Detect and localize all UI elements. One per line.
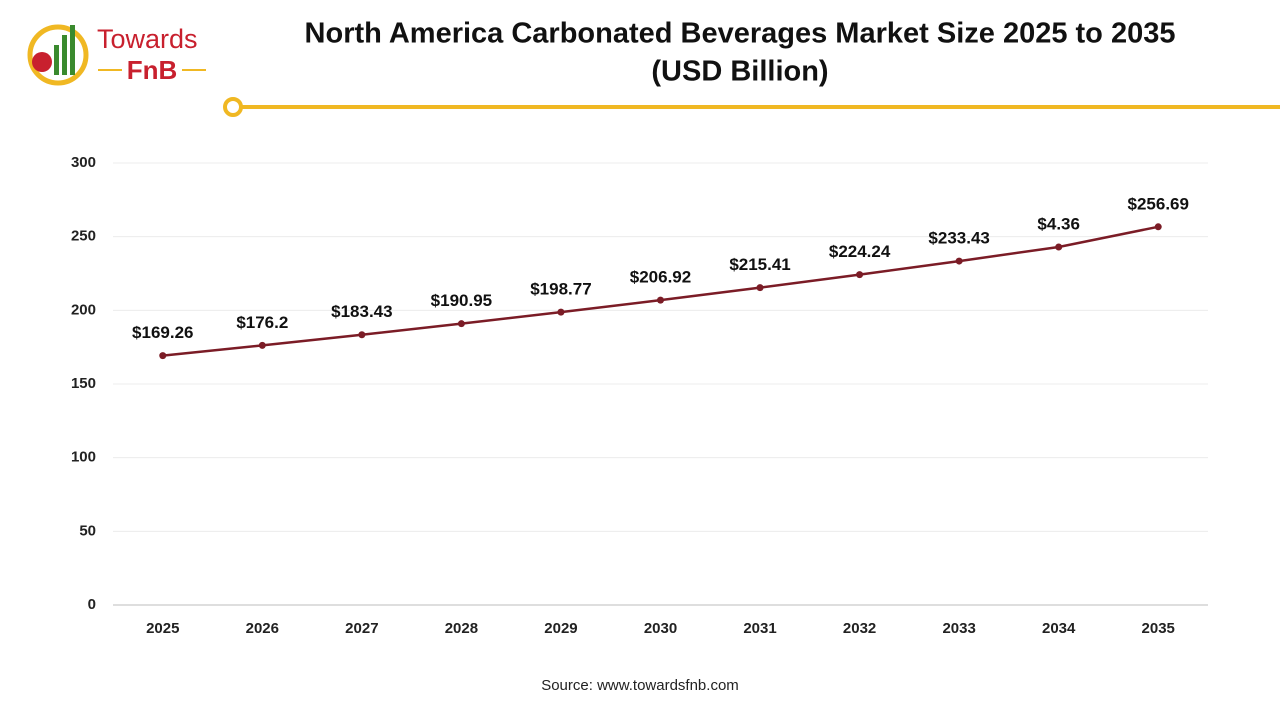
logo-bar [70, 25, 75, 75]
chart-title: North America Carbonated Beverages Marke… [305, 18, 1176, 50]
logo-bar [62, 35, 67, 75]
data-label: $233.43 [928, 229, 989, 248]
header-dot [223, 97, 243, 117]
data-label: $256.69 [1128, 194, 1189, 213]
data-label: $206.92 [630, 268, 691, 287]
data-label: $176.2 [236, 313, 288, 332]
x-tick-label: 2028 [445, 620, 478, 637]
x-tick-label: 2034 [1042, 620, 1076, 637]
data-label: $190.95 [431, 291, 492, 310]
x-tick-label: 2031 [743, 620, 776, 637]
point [557, 308, 565, 316]
point [159, 352, 167, 360]
y-tick-label: 150 [71, 375, 96, 392]
point [657, 296, 664, 304]
x-tick-label: 2033 [942, 620, 975, 637]
point [457, 320, 465, 328]
point [1055, 243, 1063, 251]
point [856, 271, 864, 279]
brand-bottom: FnB [127, 55, 178, 85]
point [358, 331, 366, 339]
data-label: $215.41 [729, 255, 790, 274]
point [258, 341, 266, 349]
logo: Towards FnB [27, 24, 206, 86]
y-tick-label: 200 [71, 301, 96, 318]
x-tick-label: 2025 [146, 620, 179, 637]
y-tick-label: 300 [71, 154, 96, 171]
x-tick-label: 2030 [644, 620, 677, 637]
data-label: $169.26 [132, 323, 193, 342]
point [756, 284, 764, 292]
data-label: $183.43 [331, 302, 392, 321]
point [955, 257, 963, 265]
y-tick-label: 0 [88, 596, 96, 613]
x-tick-label: 2027 [345, 620, 378, 637]
data-label: $4.36 [1037, 214, 1080, 233]
x-tick-label: 2032 [843, 620, 876, 637]
y-tick-label: 50 [79, 522, 96, 539]
source: Source: www.towardsfnb.com [541, 677, 739, 694]
y-tick-label: 250 [71, 228, 96, 245]
y-tick-label: 100 [71, 449, 96, 466]
line [162, 225, 1159, 357]
data-label: $224.24 [829, 242, 891, 261]
brand-top: Towards [97, 24, 198, 54]
logo-bar [54, 45, 59, 75]
logo-ring [27, 24, 89, 86]
x-tick-label: 2026 [246, 620, 279, 637]
x-tick-label: 2029 [544, 620, 577, 637]
logo-apple [32, 52, 52, 72]
chart-subtitle: (USD Billion) [651, 56, 828, 88]
point [1154, 223, 1162, 231]
data-label: $198.77 [530, 280, 591, 299]
x-tick-label: 2035 [1142, 620, 1175, 637]
